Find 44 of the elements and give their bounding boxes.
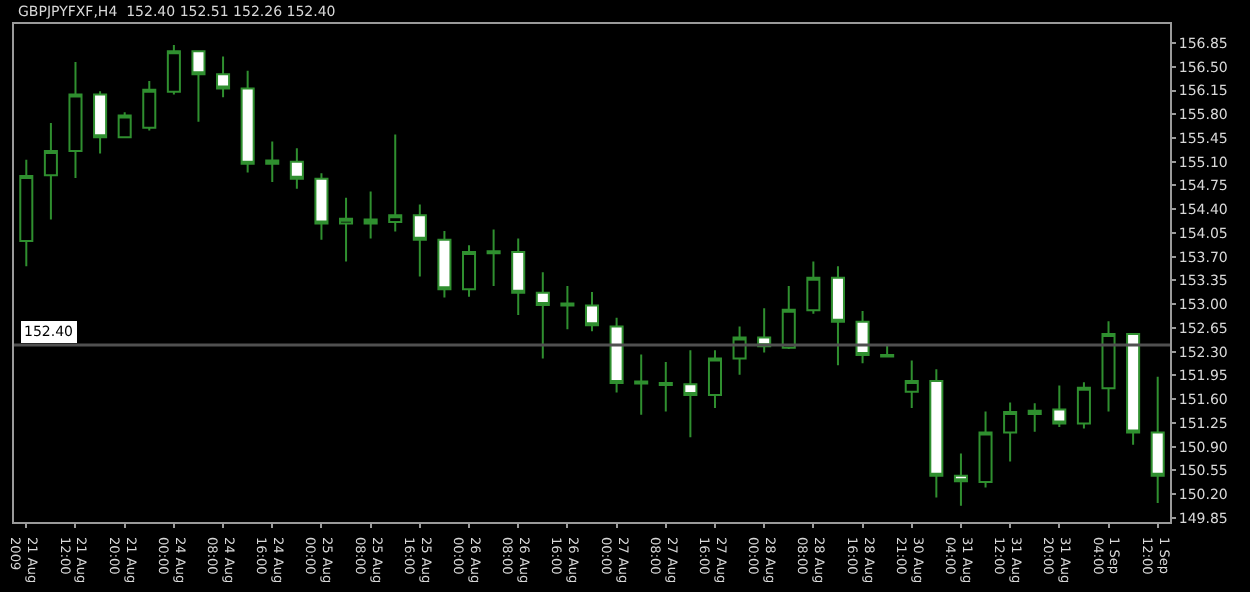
candlestick — [339, 196, 354, 263]
candlestick — [658, 360, 673, 413]
candlestick — [68, 61, 83, 180]
candlestick — [1003, 401, 1018, 463]
candlestick — [560, 284, 575, 331]
candlestick — [511, 237, 526, 317]
candlestick — [953, 452, 968, 507]
candlestick — [314, 172, 329, 241]
candlestick — [855, 310, 870, 365]
candlestick — [1027, 402, 1042, 433]
candlestick — [781, 284, 796, 350]
candlestick — [830, 265, 845, 367]
candlestick — [191, 50, 206, 123]
candlestick — [904, 359, 919, 410]
candlestick — [43, 122, 58, 221]
candlestick — [117, 111, 132, 139]
candlestick — [535, 271, 550, 360]
candlestick — [978, 410, 993, 489]
candlestick — [412, 203, 427, 278]
candlestick — [1052, 384, 1067, 429]
candlestick — [166, 44, 181, 96]
candlestick — [929, 368, 944, 499]
candlestick — [1076, 381, 1091, 430]
candlestick — [1126, 333, 1141, 446]
candlestick — [683, 349, 698, 439]
candlestick — [609, 316, 624, 394]
candlestick — [462, 244, 477, 298]
candlestick — [388, 133, 403, 233]
candlestick — [806, 260, 821, 315]
candlestick — [19, 158, 34, 268]
candlestick — [93, 90, 108, 155]
candlestick — [1150, 375, 1165, 504]
candlestick — [142, 80, 157, 132]
candlestick — [634, 353, 649, 416]
candlestick — [707, 349, 722, 410]
candlestick — [363, 190, 378, 240]
candlestick — [486, 228, 501, 287]
candlestick — [240, 69, 255, 174]
candlestick — [289, 147, 304, 190]
candlestick — [1101, 320, 1116, 413]
candlestick — [265, 140, 280, 184]
candlestick — [216, 55, 231, 99]
candlestick — [437, 229, 452, 299]
candlestick — [584, 291, 600, 333]
